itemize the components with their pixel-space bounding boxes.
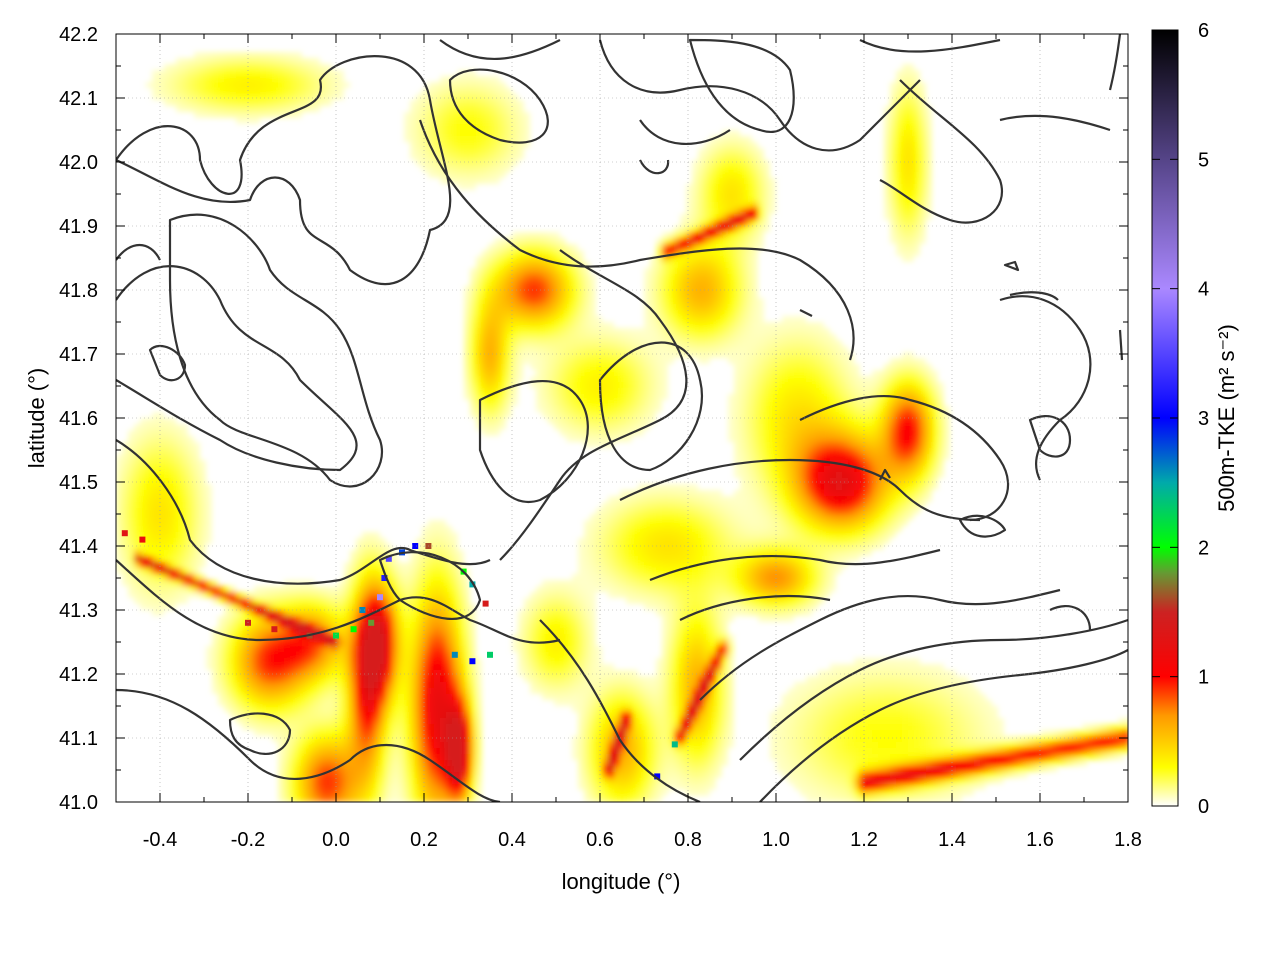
contour-line-34 (148, 344, 187, 382)
high-tke-point-5 (359, 607, 366, 613)
contour-line-7 (439, 39, 561, 60)
y-tick-label-7: 41.7 (59, 344, 98, 366)
contour-line-2 (168, 213, 383, 488)
high-tke-point-17 (469, 658, 476, 665)
colorbar-label: 500m-TKE (m² s⁻²) (1214, 324, 1239, 512)
x-axis-ticks: -0.4 -0.2 0.0 0.2 0.4 0.6 0.8 1.0 1.2 1.4 1.6 1.8 (115, 34, 1142, 851)
x-axis-label: longitude (°) (562, 869, 681, 894)
high-tke-point-9 (385, 555, 392, 562)
x-tick-label-10: 1.6 (1026, 829, 1054, 851)
x-tick-label-4: 0.4 (498, 829, 526, 851)
colorbar-tick-label-1: 1 (1198, 667, 1209, 689)
y-tick-label-10: 42.0 (59, 152, 98, 174)
high-tke-point-7 (377, 594, 383, 601)
high-tke-point-8 (381, 575, 388, 581)
high-tke-point-1 (271, 626, 278, 633)
x-tick-label-11: 1.8 (1114, 829, 1142, 851)
contour-line-23 (539, 619, 701, 802)
y-tick-label-4: 41.4 (59, 536, 98, 558)
y-axis-label: latitude (°) (24, 368, 49, 469)
high-tke-point-11 (412, 543, 419, 549)
contour-line-24 (699, 588, 1061, 701)
contour-line-30 (958, 514, 1007, 538)
contour-line-26 (759, 649, 1128, 802)
high-tke-point-4 (350, 626, 357, 633)
y-tick-label-11: 42.1 (59, 88, 98, 110)
contour-line-29 (1028, 415, 1072, 458)
x-tick-label-2: 0.0 (322, 829, 350, 851)
high-tke-point-19 (654, 773, 661, 780)
terrain-contours (116, 34, 1128, 802)
contour-line-31 (1049, 605, 1092, 631)
contour-line-19 (478, 380, 589, 503)
colorbar-tick-label-5: 5 (1198, 149, 1209, 171)
colorbar-tick-label-0: 0 (1198, 796, 1209, 818)
high-tke-point-22 (139, 536, 146, 543)
y-tick-label-3: 41.3 (59, 600, 98, 622)
contour-line-25 (739, 618, 1128, 761)
contour-line-39 (1118, 329, 1124, 361)
contour-line-21 (649, 548, 941, 582)
contour-line-40 (879, 468, 891, 481)
contour-line-17 (499, 249, 688, 561)
colorbar-tick-label-3: 3 (1198, 408, 1209, 430)
contour-line-8 (448, 68, 549, 144)
contour-line-6 (378, 551, 482, 621)
contour-line-22 (679, 595, 831, 621)
x-tick-label-6: 0.8 (674, 829, 702, 851)
contour-line-3 (116, 439, 491, 585)
y-tick-label-12: 42.2 (59, 24, 98, 46)
contour-line-35 (799, 309, 813, 317)
high-tke-point-16 (451, 651, 458, 658)
contour-line-4 (116, 559, 561, 644)
x-tick-label-8: 1.2 (850, 829, 878, 851)
contour-line-12 (639, 119, 731, 146)
x-tick-label-5: 0.6 (586, 829, 614, 851)
x-tick-label-1: -0.2 (231, 829, 265, 851)
colorbar-tick-label-4: 4 (1198, 279, 1209, 301)
colorbar: 0 1 2 3 4 5 6 500m-TKE (m² s⁻²) (1151, 20, 1239, 818)
grid-lines (116, 34, 1128, 802)
contour-line-27 (799, 394, 1010, 522)
contour-line-1 (116, 265, 358, 472)
contour-line-15 (999, 114, 1111, 132)
x-tick-label-3: 0.2 (410, 829, 438, 851)
high-tke-point-21 (121, 530, 128, 537)
x-tick-label-7: 1.0 (762, 829, 790, 851)
contour-line-16 (1108, 34, 1122, 91)
contour-line-5 (116, 688, 501, 802)
contour-line-33 (116, 244, 161, 261)
y-tick-label-1: 41.1 (59, 728, 98, 750)
x-tick-label-0: -0.4 (143, 829, 177, 851)
high-tke-point-20 (671, 741, 678, 748)
x-tick-label-9: 1.4 (938, 829, 966, 851)
y-axis-ticks: 41.0 41.1 41.2 41.3 41.4 41.5 41.6 41.7 41.8 41.9… (59, 24, 1128, 814)
contour-line-18 (598, 341, 703, 472)
high-tke-point-6 (368, 619, 375, 626)
contour-line-38 (1009, 291, 1059, 301)
colorbar-tick-label-6: 6 (1198, 20, 1209, 42)
contour-line-36 (639, 159, 670, 175)
colorbar-ticks: 0 1 2 3 4 5 6 (1152, 20, 1209, 818)
contour-line-32 (228, 712, 292, 755)
contour-line-10 (598, 39, 921, 152)
contour-line-13 (859, 38, 1001, 53)
contour-line-37 (1003, 260, 1020, 272)
y-tick-label-8: 41.8 (59, 280, 98, 302)
contour-line-11 (688, 38, 795, 133)
y-tick-label-5: 41.5 (59, 472, 98, 494)
contour-line-9 (418, 119, 855, 361)
contour-line-20 (619, 458, 981, 522)
y-tick-label-9: 41.9 (59, 216, 98, 238)
contour-line-14 (879, 79, 1003, 224)
colorbar-tick-label-2: 2 (1198, 537, 1209, 559)
y-tick-label-2: 41.2 (59, 664, 98, 686)
contour-line-0 (116, 55, 452, 286)
y-tick-label-6: 41.6 (59, 408, 98, 430)
y-tick-label-0: 41.0 (59, 792, 98, 814)
high-tke-point-18 (487, 651, 493, 658)
high-tke-point-15 (482, 600, 489, 607)
high-tke-point-3 (333, 632, 339, 639)
